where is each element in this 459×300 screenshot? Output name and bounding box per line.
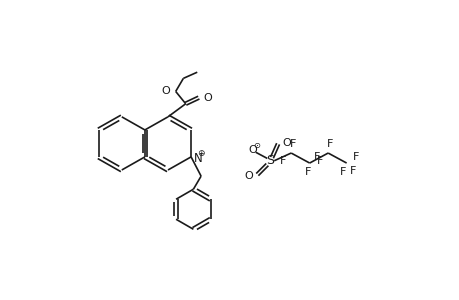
Text: ⊙: ⊙ — [252, 141, 259, 150]
Text: F: F — [304, 167, 311, 177]
Text: O: O — [203, 93, 212, 103]
Text: ⊕: ⊕ — [197, 148, 204, 158]
Text: F: F — [313, 152, 320, 162]
Text: F: F — [317, 156, 323, 166]
Text: F: F — [280, 156, 286, 166]
Text: O: O — [243, 171, 252, 181]
Text: F: F — [352, 152, 358, 162]
Text: O: O — [161, 86, 170, 96]
Text: F: F — [326, 139, 332, 149]
Text: F: F — [349, 166, 355, 176]
Text: F: F — [289, 139, 295, 149]
Text: O: O — [248, 145, 257, 155]
Text: O: O — [282, 138, 291, 148]
Text: N: N — [194, 152, 202, 165]
Text: S: S — [266, 154, 274, 167]
Text: F: F — [340, 167, 346, 177]
